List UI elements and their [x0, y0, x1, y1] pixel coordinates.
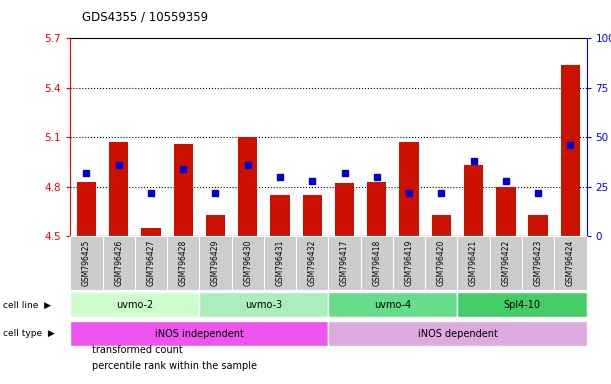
Text: cell line  ▶: cell line ▶ — [3, 300, 51, 310]
Text: uvmo-2: uvmo-2 — [116, 300, 153, 310]
FancyBboxPatch shape — [360, 236, 393, 290]
FancyBboxPatch shape — [554, 236, 587, 290]
FancyBboxPatch shape — [135, 236, 167, 290]
Bar — [496, 187, 516, 236]
FancyBboxPatch shape — [199, 293, 329, 317]
FancyBboxPatch shape — [329, 236, 360, 290]
Text: GDS4355 / 10559359: GDS4355 / 10559359 — [82, 10, 208, 23]
Text: GSM796427: GSM796427 — [147, 240, 155, 286]
Text: GSM796420: GSM796420 — [437, 240, 446, 286]
Text: GSM796428: GSM796428 — [178, 240, 188, 286]
FancyBboxPatch shape — [393, 236, 425, 290]
Text: GSM796430: GSM796430 — [243, 240, 252, 286]
Text: GSM796417: GSM796417 — [340, 240, 349, 286]
Text: uvmo-4: uvmo-4 — [375, 300, 412, 310]
Bar — [431, 215, 451, 236]
Text: GSM796419: GSM796419 — [404, 240, 414, 286]
FancyBboxPatch shape — [103, 236, 135, 290]
FancyBboxPatch shape — [458, 236, 490, 290]
Bar — [109, 142, 128, 236]
Text: GSM796432: GSM796432 — [308, 240, 316, 286]
FancyBboxPatch shape — [167, 236, 199, 290]
FancyBboxPatch shape — [70, 321, 329, 346]
Text: GSM796426: GSM796426 — [114, 240, 123, 286]
Text: percentile rank within the sample: percentile rank within the sample — [92, 361, 257, 371]
Text: transformed count: transformed count — [92, 345, 183, 355]
Bar — [335, 184, 354, 236]
Text: cell type  ▶: cell type ▶ — [3, 329, 55, 338]
FancyBboxPatch shape — [70, 236, 103, 290]
FancyBboxPatch shape — [232, 236, 264, 290]
Text: GSM796431: GSM796431 — [276, 240, 285, 286]
Text: GSM796422: GSM796422 — [502, 240, 510, 286]
Bar — [464, 165, 483, 236]
FancyBboxPatch shape — [522, 236, 554, 290]
Text: GSM796421: GSM796421 — [469, 240, 478, 286]
Text: Spl4-10: Spl4-10 — [503, 300, 541, 310]
Text: uvmo-3: uvmo-3 — [245, 300, 282, 310]
FancyBboxPatch shape — [329, 293, 458, 317]
Text: GSM796423: GSM796423 — [533, 240, 543, 286]
Bar — [561, 65, 580, 236]
Bar — [400, 142, 419, 236]
FancyBboxPatch shape — [329, 321, 587, 346]
FancyBboxPatch shape — [264, 236, 296, 290]
FancyBboxPatch shape — [296, 236, 329, 290]
FancyBboxPatch shape — [458, 293, 587, 317]
Bar — [238, 137, 257, 236]
Bar — [529, 215, 548, 236]
Text: iNOS independent: iNOS independent — [155, 329, 244, 339]
Bar — [302, 195, 322, 236]
Text: GSM796425: GSM796425 — [82, 240, 91, 286]
Text: GSM796429: GSM796429 — [211, 240, 220, 286]
Text: GSM796424: GSM796424 — [566, 240, 575, 286]
Bar — [141, 228, 161, 236]
FancyBboxPatch shape — [425, 236, 458, 290]
FancyBboxPatch shape — [70, 293, 199, 317]
Bar — [270, 195, 290, 236]
Text: iNOS dependent: iNOS dependent — [417, 329, 497, 339]
Bar — [206, 215, 225, 236]
Bar — [174, 144, 193, 236]
Bar — [367, 182, 387, 236]
Text: GSM796418: GSM796418 — [372, 240, 381, 286]
FancyBboxPatch shape — [490, 236, 522, 290]
Bar — [77, 182, 96, 236]
FancyBboxPatch shape — [199, 236, 232, 290]
